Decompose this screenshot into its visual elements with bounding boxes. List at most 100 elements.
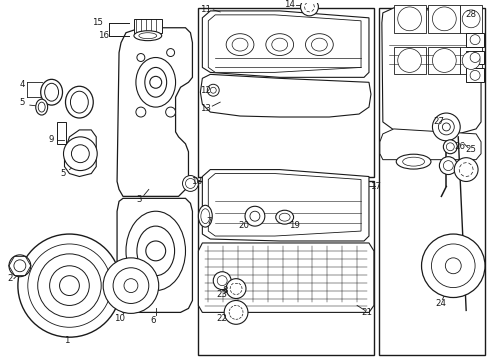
Ellipse shape xyxy=(66,86,93,118)
Ellipse shape xyxy=(396,154,431,169)
Ellipse shape xyxy=(232,38,248,51)
Bar xyxy=(134,19,162,33)
Ellipse shape xyxy=(272,38,288,51)
Bar xyxy=(466,68,484,82)
Ellipse shape xyxy=(139,33,157,39)
Circle shape xyxy=(398,49,421,72)
Ellipse shape xyxy=(403,157,424,166)
Circle shape xyxy=(470,53,480,63)
Circle shape xyxy=(470,35,480,45)
Polygon shape xyxy=(117,198,193,312)
Polygon shape xyxy=(202,11,369,77)
Circle shape xyxy=(186,179,196,188)
Ellipse shape xyxy=(126,211,186,291)
Polygon shape xyxy=(208,15,361,72)
Text: 26: 26 xyxy=(455,142,466,151)
Bar xyxy=(428,46,460,75)
Circle shape xyxy=(217,276,227,285)
Circle shape xyxy=(136,107,146,117)
Circle shape xyxy=(445,258,461,274)
Circle shape xyxy=(224,301,248,324)
Text: 24: 24 xyxy=(435,299,446,308)
Circle shape xyxy=(18,234,121,337)
Ellipse shape xyxy=(134,31,162,41)
Ellipse shape xyxy=(276,210,294,224)
Ellipse shape xyxy=(36,99,48,115)
Bar xyxy=(394,5,425,33)
Ellipse shape xyxy=(266,34,294,55)
Text: 9: 9 xyxy=(49,135,54,144)
Text: 1: 1 xyxy=(64,336,69,345)
Bar xyxy=(301,1,318,7)
Ellipse shape xyxy=(198,205,212,227)
Text: 17: 17 xyxy=(370,182,381,191)
Circle shape xyxy=(300,0,318,16)
Circle shape xyxy=(28,244,111,327)
Text: 8: 8 xyxy=(222,286,228,295)
Circle shape xyxy=(454,158,478,181)
Text: 5: 5 xyxy=(61,169,66,178)
Circle shape xyxy=(442,123,450,131)
Circle shape xyxy=(446,143,454,151)
Polygon shape xyxy=(208,174,361,236)
Circle shape xyxy=(432,244,475,288)
Ellipse shape xyxy=(305,34,333,55)
Circle shape xyxy=(440,157,457,175)
Ellipse shape xyxy=(279,213,290,221)
Circle shape xyxy=(210,87,216,93)
Text: 18: 18 xyxy=(191,177,202,186)
Circle shape xyxy=(182,176,198,192)
Circle shape xyxy=(113,268,149,303)
Text: 15: 15 xyxy=(92,18,103,27)
Ellipse shape xyxy=(45,83,58,101)
Text: 12: 12 xyxy=(200,86,211,95)
Bar xyxy=(460,5,482,33)
Text: 13: 13 xyxy=(200,104,211,113)
Circle shape xyxy=(433,113,460,141)
Text: 27: 27 xyxy=(433,117,444,126)
Circle shape xyxy=(166,107,175,117)
Ellipse shape xyxy=(312,38,327,51)
Text: 16: 16 xyxy=(98,31,109,40)
Circle shape xyxy=(433,49,456,72)
Circle shape xyxy=(64,137,97,171)
Circle shape xyxy=(38,254,101,318)
Text: 4: 4 xyxy=(19,80,24,89)
Circle shape xyxy=(146,241,166,261)
Circle shape xyxy=(213,272,231,289)
Text: 22: 22 xyxy=(217,314,228,323)
Bar xyxy=(428,5,460,33)
Ellipse shape xyxy=(201,209,210,224)
Bar xyxy=(394,46,425,75)
Polygon shape xyxy=(382,8,481,134)
Circle shape xyxy=(207,84,219,96)
Bar xyxy=(466,50,484,64)
Circle shape xyxy=(398,7,421,31)
Circle shape xyxy=(60,276,79,296)
Bar xyxy=(198,181,374,355)
Bar xyxy=(460,46,482,75)
Text: 14: 14 xyxy=(284,0,295,9)
Circle shape xyxy=(443,161,453,171)
Circle shape xyxy=(72,145,89,163)
Text: 5: 5 xyxy=(19,98,24,107)
Circle shape xyxy=(421,234,485,297)
Text: 6: 6 xyxy=(150,316,155,325)
Polygon shape xyxy=(200,75,371,117)
Circle shape xyxy=(14,260,26,272)
Text: 7: 7 xyxy=(207,217,212,226)
Circle shape xyxy=(226,279,246,298)
Text: 2: 2 xyxy=(7,274,13,283)
Circle shape xyxy=(137,54,145,62)
Circle shape xyxy=(433,7,456,31)
Circle shape xyxy=(49,266,89,305)
Circle shape xyxy=(443,140,457,154)
Ellipse shape xyxy=(136,58,175,107)
Circle shape xyxy=(462,10,480,28)
Circle shape xyxy=(150,76,162,88)
Circle shape xyxy=(9,255,31,277)
Text: 19: 19 xyxy=(289,221,300,230)
Ellipse shape xyxy=(71,91,88,113)
Circle shape xyxy=(250,211,260,221)
Bar xyxy=(466,33,484,46)
